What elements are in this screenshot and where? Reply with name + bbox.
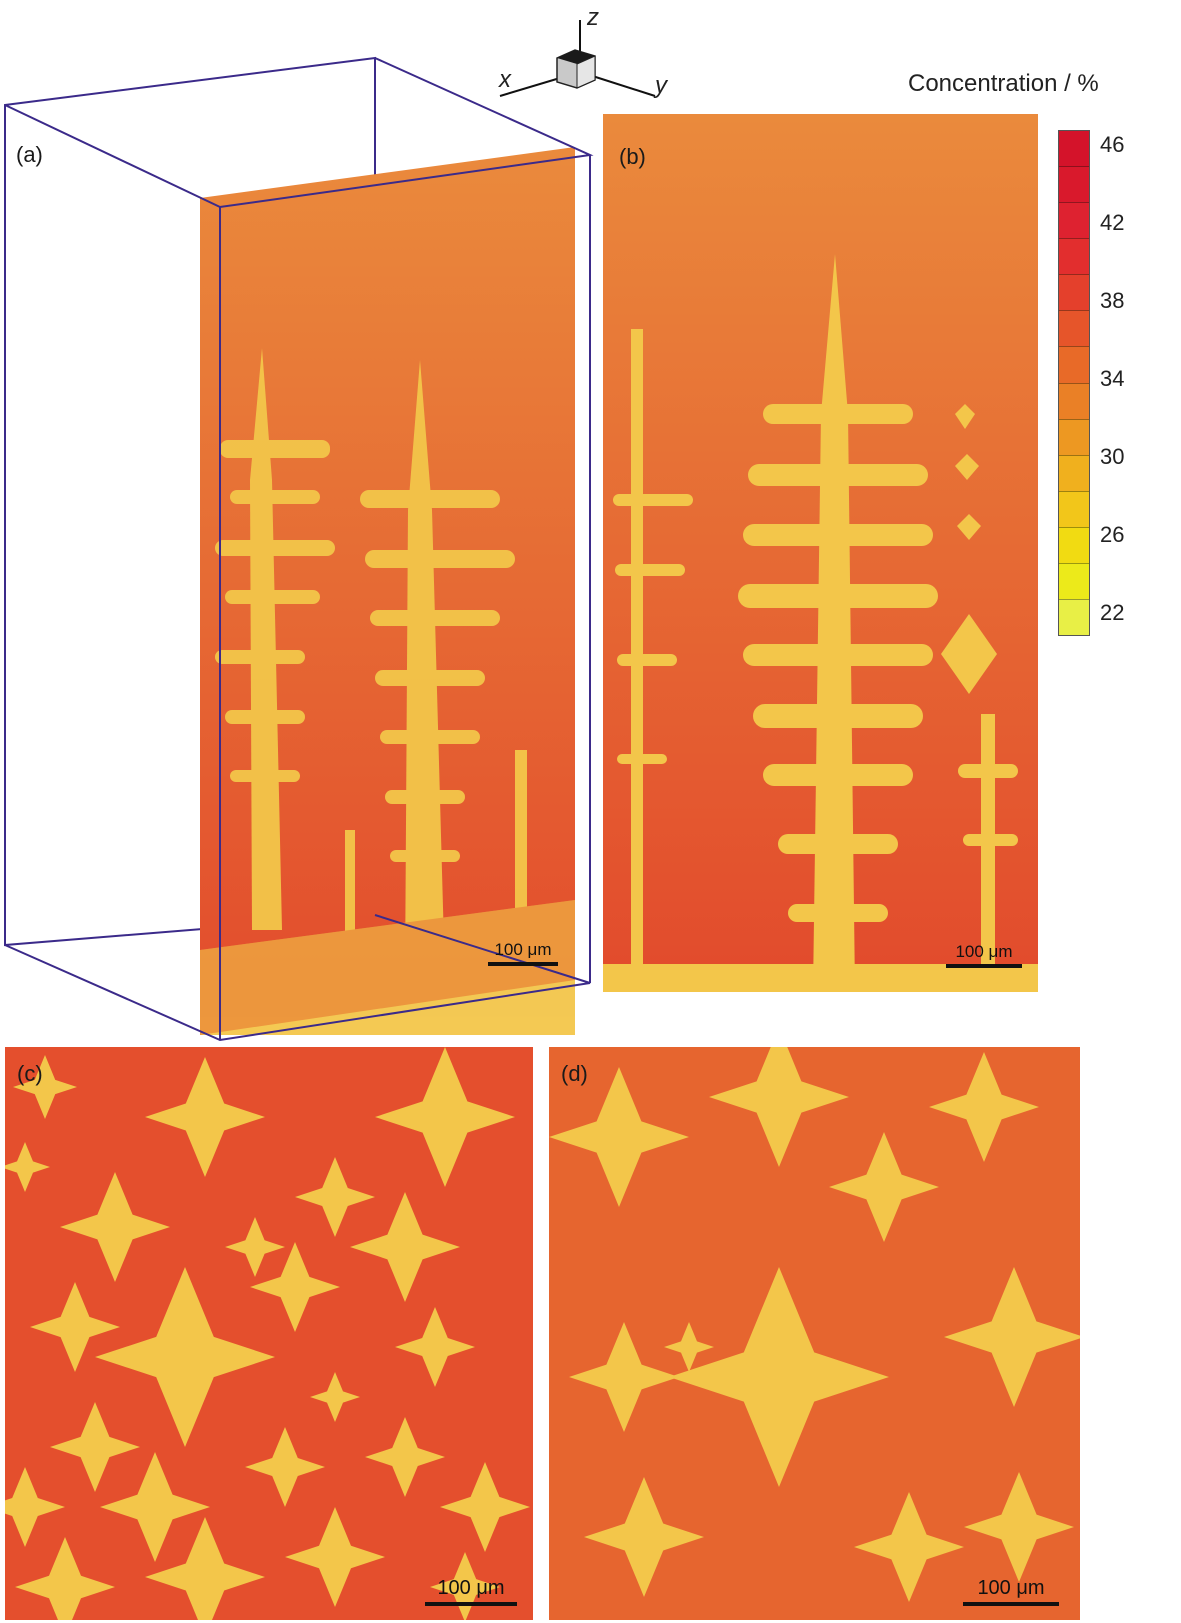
grain-cross — [5, 1142, 50, 1192]
axis-z-label: z — [587, 4, 599, 31]
colorbar-tick-label: 22 — [1100, 600, 1125, 625]
grain-cross — [145, 1517, 265, 1620]
colorbar-swatch — [1059, 599, 1089, 636]
panel-c-render — [5, 1047, 533, 1620]
colorbar-swatch — [1059, 310, 1089, 347]
panel-c: (c) 100 μm — [5, 1047, 533, 1620]
grain-cross — [584, 1477, 704, 1597]
colorbar-swatch — [1059, 562, 1089, 600]
grain-cross — [5, 1467, 65, 1547]
colorbar-swatch — [1059, 454, 1089, 491]
grain-cross — [95, 1267, 275, 1447]
grain-cross — [225, 1217, 285, 1277]
panel-b-scalebar-bar — [946, 964, 1022, 968]
panel-b-scalebar: 100 μm — [946, 942, 1022, 968]
legend-title: Concentration / % — [908, 70, 1099, 97]
grain-cross — [709, 1047, 849, 1167]
grain-cross — [295, 1157, 375, 1237]
panel-b-scalebar-label: 100 μm — [955, 942, 1013, 961]
panel-b: (b) 100 μm — [603, 114, 1038, 992]
grain-cross — [829, 1132, 939, 1242]
grain-cross — [60, 1172, 170, 1282]
colorbar-swatch — [1059, 418, 1089, 455]
colorbar-tick-label: 34 — [1100, 366, 1125, 391]
grain-cross — [669, 1267, 889, 1487]
panel-b-render — [603, 114, 1038, 992]
colorbar-tick-label: 30 — [1100, 444, 1125, 469]
colorbar-swatch — [1059, 131, 1089, 167]
colorbar-tick-label: 42 — [1100, 210, 1125, 235]
colorbar-swatch — [1059, 346, 1089, 383]
panel-b-label: (b) — [619, 144, 646, 169]
grain-cross — [310, 1372, 360, 1422]
grain-cross — [964, 1472, 1074, 1582]
colorbar-swatch — [1059, 274, 1089, 311]
grain-cross — [30, 1282, 120, 1372]
grain-cross — [854, 1492, 964, 1602]
grain-cross — [145, 1057, 265, 1177]
colorbar-tick-label: 26 — [1100, 522, 1125, 547]
grain-cross — [100, 1452, 210, 1562]
panel-a-label: (a) — [16, 142, 43, 167]
panel-c-scalebar: 100 μm — [425, 1577, 517, 1606]
panel-a: (a) 100 μm — [0, 50, 600, 1050]
panel-a-scalebar: 100 μm — [488, 940, 558, 966]
panel-a-scalebar-label: 100 μm — [494, 940, 552, 959]
panel-d-scalebar-bar — [963, 1602, 1059, 1606]
grain-cross — [569, 1322, 679, 1432]
panel-a-render — [4, 56, 594, 1042]
grain-cross — [285, 1507, 385, 1607]
panel-d-scalebar: 100 μm — [963, 1577, 1059, 1606]
grain-cross — [375, 1047, 515, 1187]
grain-cross — [430, 1552, 500, 1620]
colorbar-ticks: 46 42 38 34 30 26 22 — [1100, 132, 1180, 632]
colorbar-swatch — [1059, 238, 1089, 275]
colorbar-swatch — [1059, 166, 1089, 203]
panel-c-label: (c) — [17, 1061, 43, 1086]
grain-cross — [245, 1427, 325, 1507]
panel-d-render — [549, 1047, 1080, 1620]
colorbar-tick-label: 38 — [1100, 288, 1125, 313]
grain-cross — [549, 1067, 689, 1207]
panel-d-label: (d) — [561, 1061, 588, 1086]
grain-cross — [350, 1192, 460, 1302]
grain-cross — [50, 1402, 140, 1492]
colorbar-swatch — [1059, 526, 1089, 563]
axes-triad: z x y — [495, 4, 675, 100]
grain-cross — [944, 1267, 1080, 1407]
grain-cross — [250, 1242, 340, 1332]
panel-c-scalebar-bar — [425, 1602, 517, 1606]
panel-c-scalebar-label: 100 μm — [437, 1577, 505, 1599]
grain-cross — [15, 1537, 115, 1620]
colorbar-tick-label: 46 — [1100, 132, 1125, 157]
panel-d-scalebar-label: 100 μm — [977, 1577, 1045, 1599]
colorbar-swatch — [1059, 202, 1089, 239]
grain-cross — [440, 1462, 530, 1552]
panel-d: (d) 100 μm — [549, 1047, 1080, 1620]
colorbar — [1058, 130, 1090, 636]
grain-cross — [929, 1052, 1039, 1162]
grain-cross — [664, 1322, 714, 1372]
colorbar-swatch — [1059, 490, 1089, 527]
colorbar-swatch — [1059, 382, 1089, 419]
grain-cross — [13, 1055, 77, 1119]
axes-triad-graphic — [499, 20, 656, 97]
axis-x-label: x — [499, 66, 511, 93]
grain-cross — [395, 1307, 475, 1387]
axis-y-label: y — [655, 72, 667, 99]
grain-cross — [365, 1417, 445, 1497]
panel-a-scalebar-bar — [488, 962, 558, 966]
